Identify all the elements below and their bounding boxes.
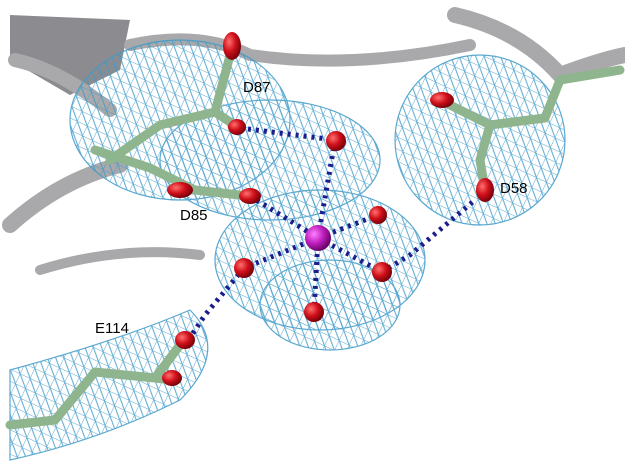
oxygen (239, 188, 261, 204)
water (234, 258, 254, 278)
water (326, 131, 346, 151)
structure-figure: D87 D85 D58 E114 (0, 0, 625, 466)
oxygen (228, 119, 246, 135)
oxygen (430, 92, 454, 108)
metal-ion (305, 225, 331, 251)
oxygen (167, 182, 193, 198)
residue-label: D85 (180, 207, 208, 224)
residue-label: D58 (500, 180, 528, 197)
water (369, 206, 387, 224)
residue-label: D87 (243, 79, 271, 96)
ribbon (40, 252, 200, 270)
water (372, 262, 392, 282)
oxygen (162, 370, 182, 386)
water (304, 302, 324, 322)
oxygen (223, 32, 241, 60)
residue-label: E114 (95, 320, 129, 337)
oxygen (476, 178, 494, 202)
oxygen (175, 331, 195, 349)
